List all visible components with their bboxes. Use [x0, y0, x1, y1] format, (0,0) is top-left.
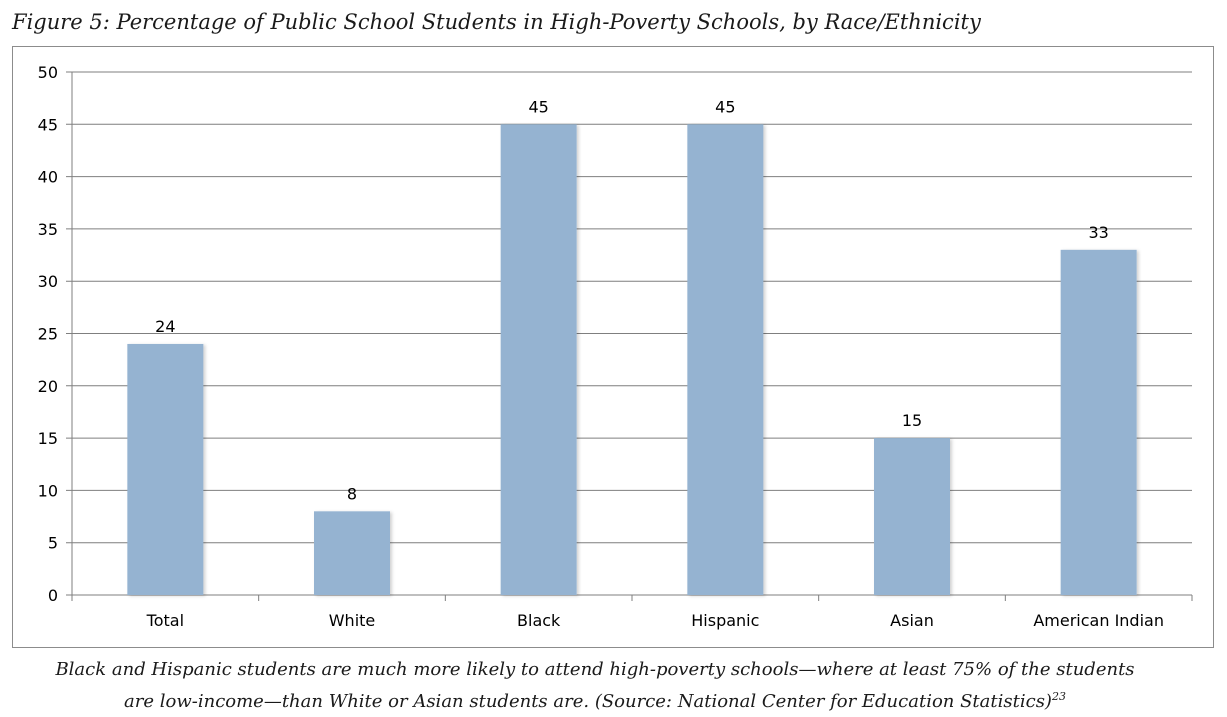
x-tick-label: Hispanic: [691, 611, 759, 630]
x-tick-label: Black: [517, 611, 561, 630]
data-label: 8: [347, 484, 357, 503]
bar-chart: 0 5 10 15 20 25 30 35 40 45 50 24 Total 8 White 45 Black…: [38, 63, 1193, 630]
y-tick-label: 0: [48, 586, 58, 605]
y-tick-label: 50: [38, 63, 58, 82]
data-label: 45: [528, 97, 548, 116]
footnote-marker: 23: [1051, 690, 1066, 703]
data-label: 45: [715, 97, 735, 116]
y-tick-label: 15: [38, 429, 58, 448]
y-tick-label: 10: [38, 481, 58, 500]
bar-total: [127, 343, 204, 595]
y-tick-label: 20: [38, 377, 58, 396]
chart-frame: [12, 46, 1214, 648]
x-tick-label: White: [329, 611, 376, 630]
bar-white: [314, 511, 390, 595]
data-label: 24: [155, 317, 175, 336]
x-tick-label: Total: [146, 611, 184, 630]
data-label: 15: [902, 411, 922, 430]
figure-caption: Black and Hispanic students are much mor…: [0, 656, 1190, 715]
caption-line-2: are low-income—than White or Asian stude…: [124, 691, 1052, 712]
bar-hispanic: [687, 124, 764, 596]
y-tick-label: 35: [38, 220, 58, 239]
bar-asian: [874, 438, 950, 595]
caption-line-1: Black and Hispanic students are much mor…: [55, 659, 1135, 680]
x-tick-label: Asian: [890, 611, 934, 630]
y-tick-label: 30: [38, 272, 58, 291]
y-tick-label: 45: [38, 115, 58, 134]
bar-black: [500, 124, 577, 596]
y-tick-label: 25: [38, 325, 58, 344]
bar-american-indian: [1060, 249, 1137, 595]
x-tick-label: American Indian: [1033, 611, 1164, 630]
y-tick-label: 5: [48, 534, 58, 553]
y-tick-label: 40: [38, 168, 58, 187]
chart-title: Figure 5: Percentage of Public School St…: [12, 10, 981, 34]
data-label: 33: [1088, 223, 1108, 242]
